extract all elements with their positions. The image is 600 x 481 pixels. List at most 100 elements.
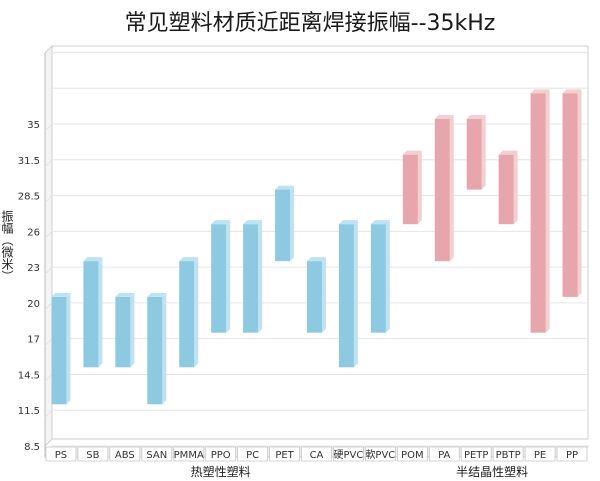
bar-side bbox=[290, 185, 295, 262]
bar-side bbox=[385, 220, 390, 333]
category-label-box bbox=[205, 446, 237, 462]
category-label-box bbox=[109, 446, 141, 462]
x-category-labels: PS SB ABS SAN PMMA PPO PC PET CA 硬PVC 軟PVC POM PA PET… bbox=[45, 446, 588, 462]
bar bbox=[562, 93, 578, 297]
category-label-box bbox=[428, 446, 460, 462]
grid-line-diag bbox=[44, 374, 53, 382]
grid-line-diag bbox=[44, 266, 53, 275]
group-labels: 热塑性塑料 半结晶性塑料 bbox=[191, 464, 529, 479]
category-label-box bbox=[333, 446, 364, 462]
category-label-box bbox=[173, 446, 205, 462]
category-label: PETP bbox=[464, 450, 489, 461]
category-label: PBTP bbox=[496, 450, 521, 461]
bar-top bbox=[51, 292, 71, 297]
bar-side bbox=[194, 257, 199, 368]
bar bbox=[115, 296, 131, 368]
category-label-box bbox=[141, 446, 173, 462]
plot-area bbox=[51, 45, 589, 440]
y-tick-label: 8.5 bbox=[24, 442, 40, 453]
bar bbox=[466, 118, 482, 190]
category-label-box bbox=[556, 446, 588, 462]
category-label: PA bbox=[438, 450, 450, 461]
category-label: PMMA bbox=[174, 450, 204, 461]
bar bbox=[147, 296, 163, 405]
bar-top bbox=[402, 150, 422, 155]
bar bbox=[498, 154, 514, 225]
bar bbox=[402, 154, 418, 225]
y-tick-label: 11.5 bbox=[18, 406, 40, 417]
category-label: CA bbox=[310, 450, 324, 461]
group-label: 热塑性塑料 bbox=[191, 464, 251, 479]
bar bbox=[307, 261, 322, 333]
bar bbox=[243, 224, 259, 333]
y-axis-label: 振幅（微米） bbox=[0, 210, 14, 282]
category-label-box bbox=[301, 446, 332, 462]
bar-side bbox=[353, 220, 358, 368]
bar bbox=[370, 224, 386, 333]
category-label-box bbox=[365, 446, 396, 462]
bar bbox=[434, 118, 450, 262]
category-label-box bbox=[269, 446, 300, 462]
bar-top bbox=[147, 292, 167, 297]
category-label: PC bbox=[246, 450, 259, 461]
bar bbox=[338, 224, 354, 368]
bar-top bbox=[179, 257, 199, 262]
chart-frame bbox=[44, 44, 589, 458]
bar-side bbox=[545, 89, 550, 333]
bar-side bbox=[577, 89, 582, 297]
bar-side bbox=[162, 292, 167, 405]
category-label-box bbox=[77, 446, 109, 462]
y-tick-label: 26 bbox=[27, 227, 40, 238]
bar-side bbox=[513, 150, 518, 225]
chart-title: 常见塑料材质近距离焊接振幅--35kHz bbox=[125, 11, 496, 36]
y-tick-label: 14.5 bbox=[18, 370, 40, 381]
bar-top bbox=[307, 257, 326, 262]
bar-top bbox=[338, 220, 358, 225]
bar-side bbox=[449, 114, 454, 262]
category-label: PE bbox=[534, 450, 546, 461]
y-tick-label: 35 bbox=[27, 120, 40, 131]
bar bbox=[51, 296, 67, 405]
category-label-box bbox=[237, 446, 268, 462]
category-label-box bbox=[492, 446, 524, 462]
category-label-box bbox=[396, 446, 428, 462]
category-label: PPO bbox=[211, 450, 231, 461]
category-label: PP bbox=[566, 450, 578, 461]
category-label: POM bbox=[401, 450, 424, 461]
bar-side bbox=[258, 220, 263, 333]
bar-top bbox=[530, 89, 550, 94]
bar-top bbox=[115, 292, 135, 297]
category-label-box bbox=[45, 446, 77, 462]
y-tick-label: 31.5 bbox=[18, 156, 40, 167]
bar-side bbox=[481, 114, 486, 190]
left-wall bbox=[44, 44, 53, 448]
bar-top bbox=[243, 220, 263, 225]
bar-top bbox=[370, 220, 390, 225]
category-label: SB bbox=[86, 450, 99, 461]
bar bbox=[211, 224, 227, 333]
bar-side bbox=[66, 292, 71, 405]
bar-top bbox=[83, 257, 103, 262]
group-label: 半结晶性塑料 bbox=[456, 464, 528, 479]
grid-lines bbox=[44, 51, 588, 454]
y-tick-label: 28.5 bbox=[18, 192, 40, 203]
bar bbox=[275, 189, 291, 262]
y-tick-label: 20 bbox=[27, 299, 40, 310]
bar-side bbox=[98, 257, 103, 368]
bar-side bbox=[322, 257, 326, 333]
bar bbox=[83, 261, 99, 368]
category-label: 硬PVC bbox=[334, 449, 364, 461]
grid-line-diag bbox=[44, 159, 53, 168]
category-label: ABS bbox=[115, 450, 135, 461]
y-tick-labels: 8.5 11.5 14.5 17 20 23 26 28.5 31.5 35 bbox=[18, 120, 40, 453]
category-label: PET bbox=[275, 450, 294, 461]
bar-top bbox=[434, 114, 454, 119]
bar-side bbox=[130, 292, 135, 368]
category-label-box bbox=[460, 446, 492, 462]
bar-top bbox=[466, 114, 486, 119]
y-tick-label: 17 bbox=[27, 335, 40, 346]
grid-line-diag bbox=[44, 230, 53, 239]
bar-top bbox=[211, 220, 231, 225]
grid-line-diag bbox=[44, 195, 53, 203]
